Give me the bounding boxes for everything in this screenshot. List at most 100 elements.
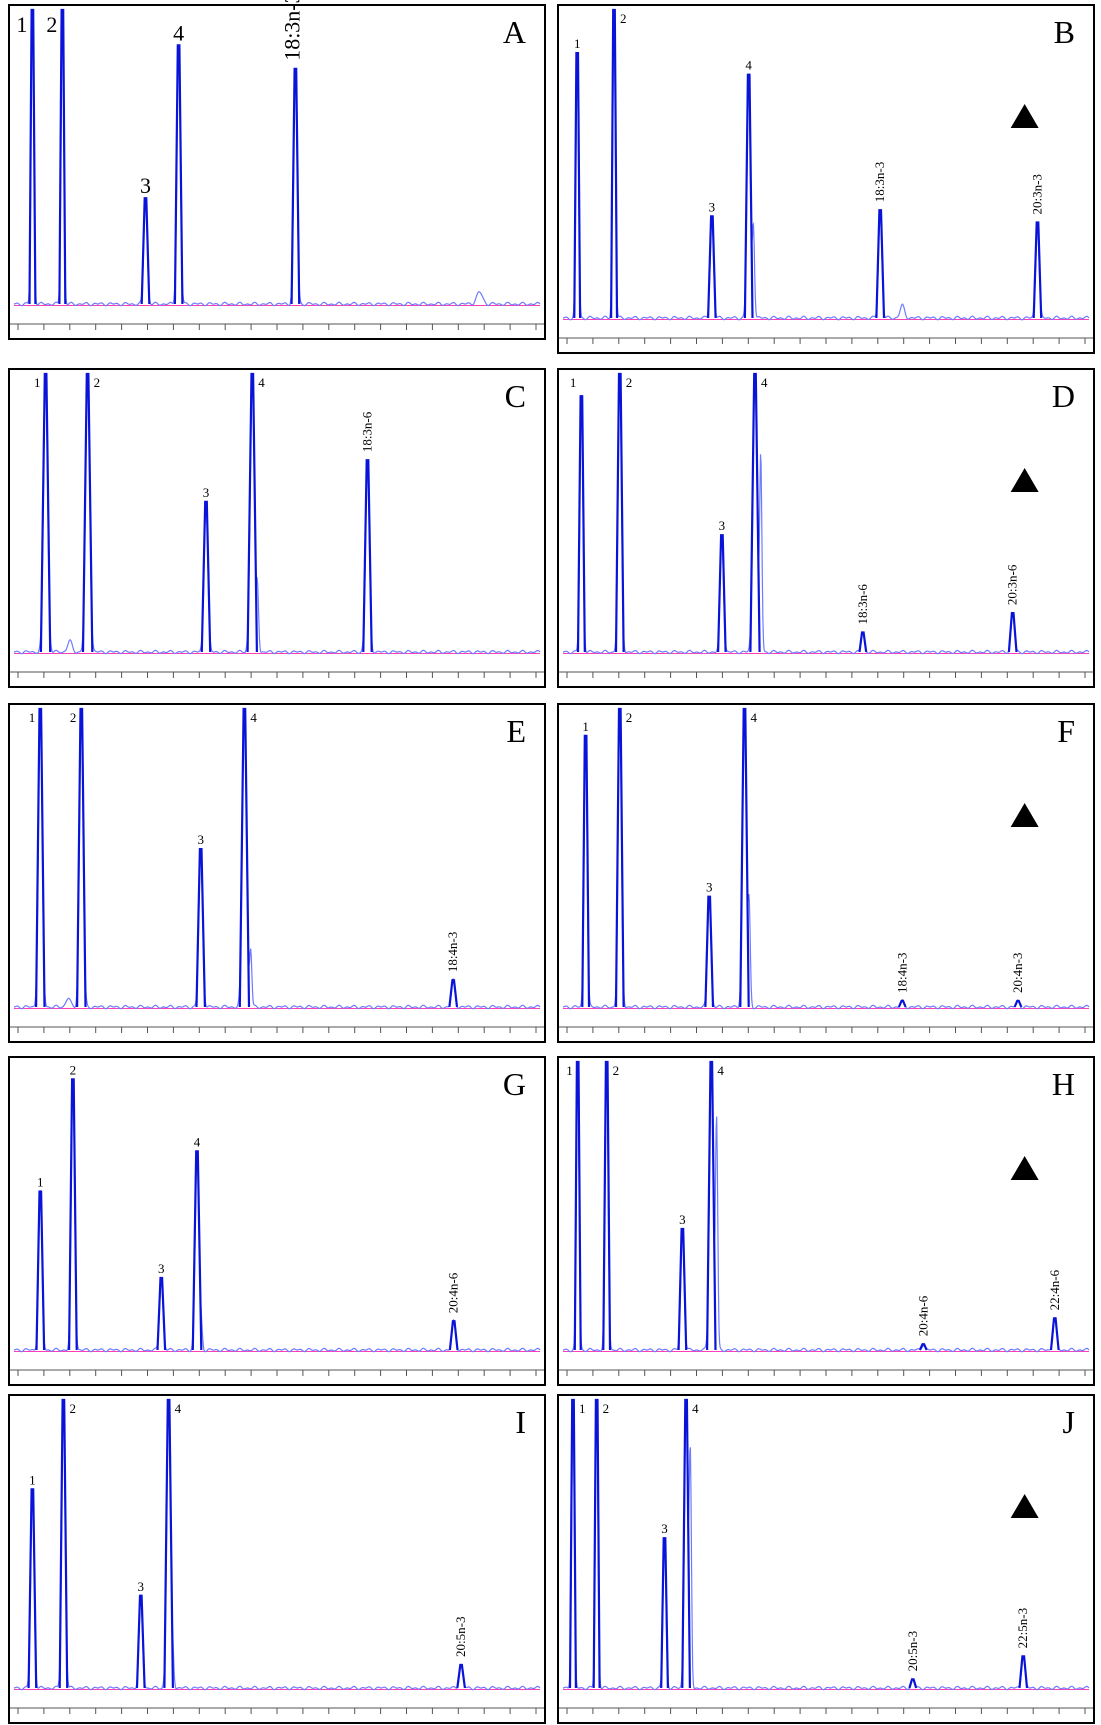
peak-3 [660, 1537, 669, 1689]
peak-1 [581, 734, 591, 1008]
peak-2 [68, 1078, 78, 1351]
peak-1 [576, 395, 586, 653]
peak-4 [681, 1398, 691, 1689]
triangle-marker-icon [1010, 104, 1039, 128]
peak-1 [27, 1488, 38, 1689]
peak-label: 4 [250, 710, 257, 725]
baseline-trace [562, 373, 1090, 655]
peak-4 [163, 1398, 174, 1689]
peak-20-4n-6 [918, 1343, 928, 1351]
peak-3 [200, 500, 212, 653]
peak-2 [614, 707, 625, 1008]
panel-letter-c: C [504, 378, 526, 414]
triangle-marker-icon [1010, 803, 1039, 827]
peak-label: 3 [203, 485, 210, 500]
baseline-trace [13, 11, 541, 307]
chromatogram-panel-b: 1 2 3 4 18:3n-3 20:3n-3 B [557, 4, 1095, 354]
chromatogram-panel-h: 1 2 3 4 20:4n-6 22:4n-6 H [557, 1056, 1095, 1386]
peak-3 [140, 197, 151, 305]
peak-20-3n-3 [1032, 221, 1043, 319]
peak-label: 18:3n-6 [855, 584, 870, 625]
peak-2 [592, 1398, 601, 1689]
peak-20-3n-6 [1007, 612, 1018, 653]
peak-1 [35, 1190, 46, 1351]
peak-18-4n-3 [448, 979, 459, 1008]
chromatogram-plot: 1 2 3 4 18:3n-3 20:3n-3 [559, 8, 1093, 344]
panel-letter-h: H [1051, 1066, 1075, 1102]
panel-letter-a: A [502, 14, 526, 50]
peak-1 [573, 52, 582, 319]
chromatogram-plot: 1 2 3 4 20:4n-6 [10, 1062, 544, 1376]
peak-label: 2 [69, 1401, 76, 1416]
chromatogram-plot: 1 2 3 4 18:3n-3 [10, 0, 544, 330]
peak-20-5n-3 [456, 1663, 466, 1689]
triangle-marker-icon [1010, 1494, 1039, 1518]
peak-label: 22:4n-6 [1047, 1269, 1062, 1310]
peak-label: 18:3n-3 [279, 0, 304, 61]
peak-4 [238, 707, 251, 1008]
peak-label: 4 [173, 20, 184, 45]
peak-label: 1 [574, 36, 581, 51]
chromatogram-plot: 1 2 3 4 18:4n-3 20:4n-3 [559, 707, 1093, 1033]
peak-18-3n-3 [875, 209, 886, 319]
chromatogram-panel-e: 1 2 3 4 18:4n-3 E [8, 703, 546, 1043]
peak-22-5n-3 [1018, 1655, 1029, 1689]
chromatogram-panel-a: 1 2 3 4 18:3n-3 A [8, 0, 546, 340]
baseline-trace [562, 1400, 1090, 1691]
peak-label: 4 [745, 58, 752, 73]
peak-label: 1 [566, 1063, 573, 1078]
panel-letter-d: D [1051, 378, 1075, 414]
peak-label: 22:5n-3 [1015, 1608, 1030, 1648]
chromatogram-panel-g: 1 2 3 4 20:4n-6 G [8, 1056, 546, 1386]
panel-letter-b: B [1053, 14, 1075, 50]
peak-label: 2 [626, 710, 633, 725]
peak-4 [191, 1150, 203, 1351]
peak-label: 4 [750, 710, 757, 725]
peak-label: 1 [29, 710, 36, 725]
peak-3 [195, 848, 206, 1008]
peak-label: 1 [570, 375, 577, 390]
triangle-marker-icon [1010, 1156, 1039, 1180]
peak-2 [76, 707, 87, 1008]
peak-label: 1 [582, 719, 589, 734]
peak-label: 3 [158, 1261, 165, 1276]
peak-label: 2 [613, 1063, 620, 1078]
panel-letter-e: E [506, 713, 526, 749]
chromatogram-panel-d: 1 2 3 4 18:3n-6 20:3n-6 D [557, 368, 1095, 688]
baseline-trace [13, 373, 541, 655]
peak-4 [739, 707, 750, 1008]
peak-label: 18:3n-3 [872, 162, 887, 202]
peak-2 [614, 372, 625, 653]
peak-3 [704, 895, 715, 1008]
peak-label: 1 [29, 1472, 36, 1487]
panel-letter-f: F [1057, 713, 1075, 749]
chromatogram-panel-j: 1 2 3 4 20:5n-3 22:5n-3 J [557, 1394, 1095, 1724]
peak-18-4n-3 [897, 999, 907, 1008]
peak-3 [707, 215, 717, 319]
peak-label: 2 [46, 12, 57, 37]
peak-label: 4 [175, 1401, 182, 1416]
peak-4 [173, 44, 184, 305]
chromatogram-plot: 1 2 3 4 20:5n-3 22:5n-3 [559, 1398, 1093, 1714]
peak-label: 3 [138, 1579, 145, 1594]
peak-20-5n-3 [908, 1678, 918, 1689]
peak-1 [573, 1060, 582, 1351]
peak-20-4n-6 [448, 1320, 459, 1351]
baseline-trace [13, 708, 541, 1010]
triangle-marker-icon [1010, 468, 1039, 492]
peak-label: 3 [197, 832, 204, 847]
baseline-trace [562, 1062, 1090, 1353]
peak-18-3n-3 [290, 67, 301, 305]
peak-3 [677, 1227, 688, 1351]
chromatogram-plot: 1 2 3 4 20:4n-6 22:4n-6 [559, 1060, 1093, 1376]
peak-label: 18:4n-3 [894, 953, 909, 993]
peak-label: 20:3n-6 [1005, 564, 1020, 605]
peak-label: 3 [719, 518, 726, 533]
peak-label: 2 [626, 375, 633, 390]
peak-label: 4 [717, 1063, 724, 1078]
panel-letter-g: G [502, 1066, 526, 1102]
peak-2 [602, 1060, 612, 1351]
peak-3 [717, 534, 727, 653]
peak-label: 4 [258, 375, 265, 390]
peak-label: 4 [194, 1134, 201, 1149]
